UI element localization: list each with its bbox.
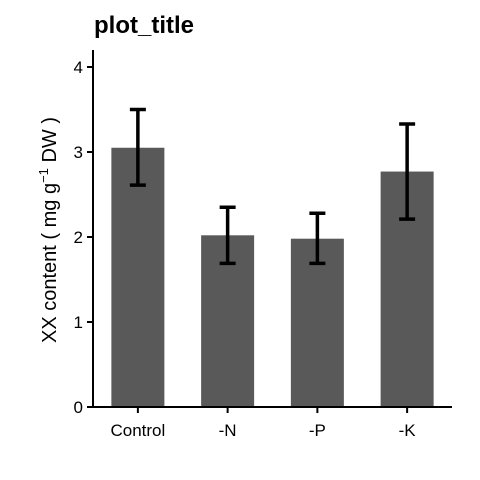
y-ticks-group: 0 1 2 3 4 bbox=[74, 58, 93, 417]
chart-title: plot_title bbox=[94, 12, 194, 39]
y-tick-label-3: 3 bbox=[74, 143, 83, 162]
y-tick-label-4: 4 bbox=[74, 58, 83, 77]
bars-group bbox=[111, 147, 434, 407]
x-ticks-group: Control -N -P -K bbox=[110, 407, 416, 440]
x-tick-label-2: -P bbox=[309, 421, 326, 440]
y-axis-title: XX content ( mg g−1 DW ) bbox=[36, 117, 61, 343]
bar-0 bbox=[111, 147, 165, 407]
error-bars-group bbox=[129, 107, 416, 266]
y-tick-label-0: 0 bbox=[74, 398, 83, 417]
x-tick-label-1: -N bbox=[219, 421, 237, 440]
x-tick-label-0: Control bbox=[110, 421, 165, 440]
bar-2 bbox=[290, 238, 344, 407]
y-tick-label-2: 2 bbox=[74, 228, 83, 247]
x-tick-label-3: -K bbox=[399, 421, 417, 440]
y-tick-label-1: 1 bbox=[74, 313, 83, 332]
